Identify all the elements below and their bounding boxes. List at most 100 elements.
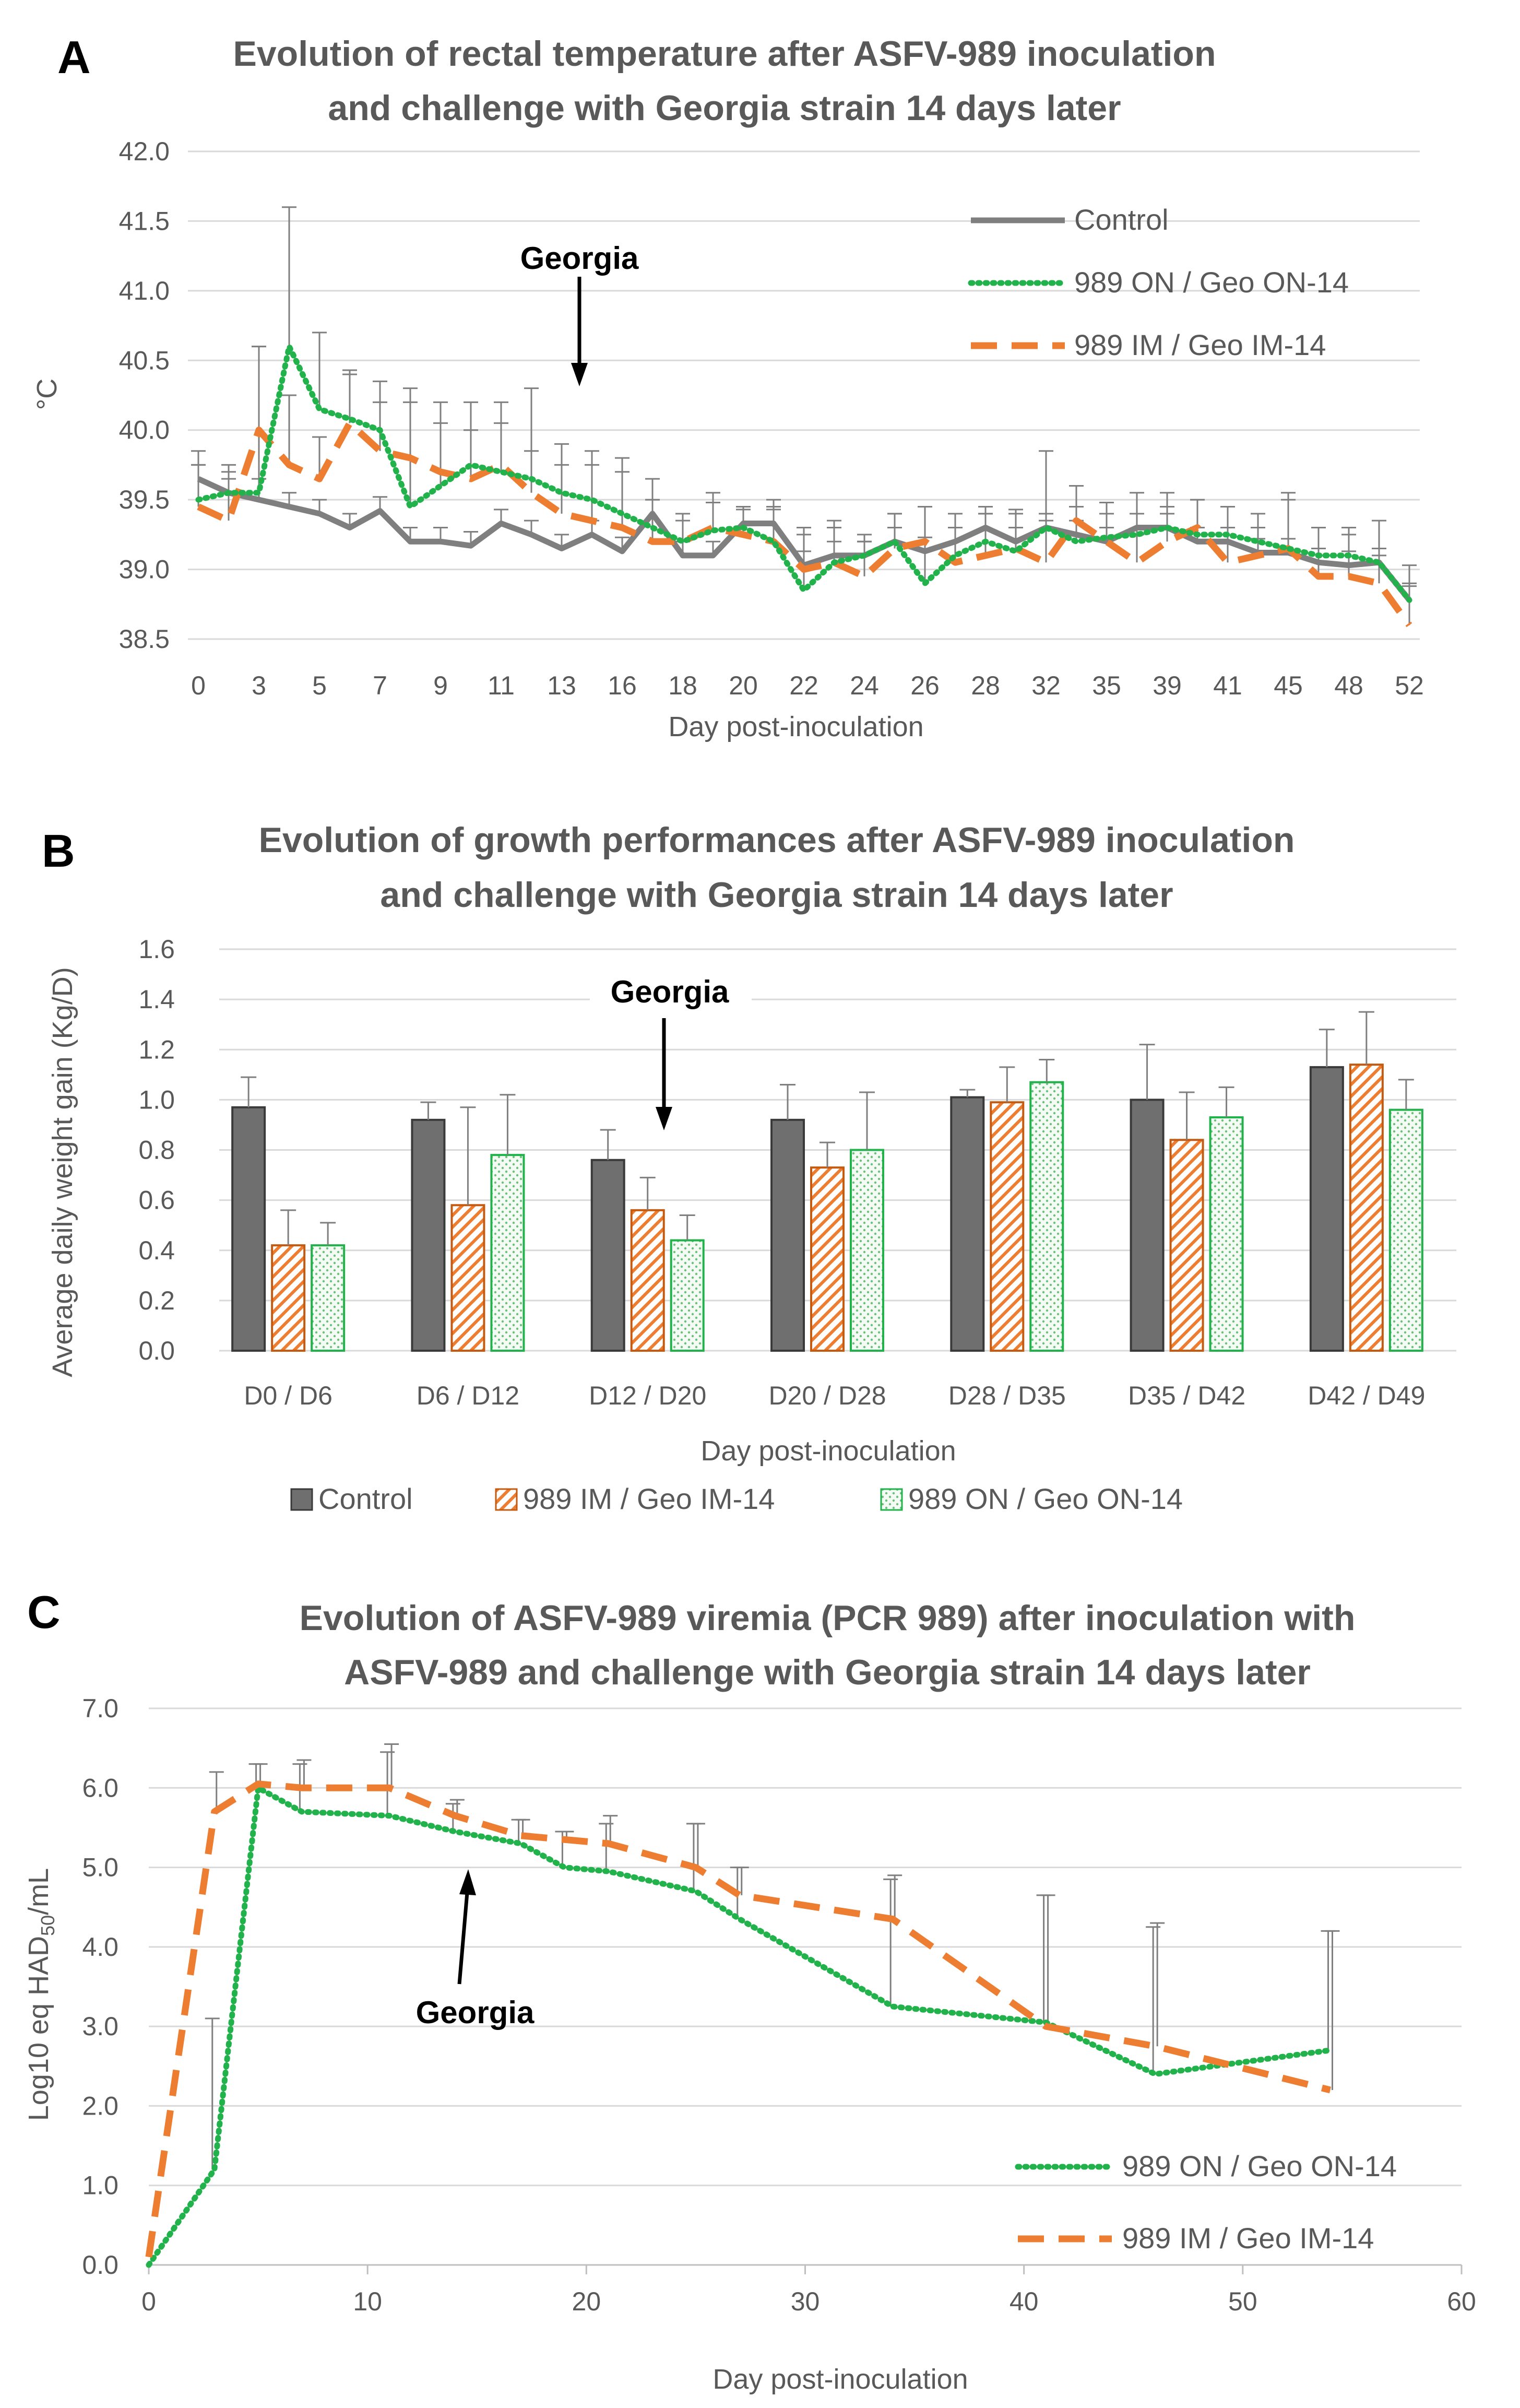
- panel-a-legend: Control 989 ON / Geo ON-14 989 IM / Geo …: [968, 203, 1349, 361]
- panel-b: B Evolution of growth performances after…: [42, 820, 1456, 1515]
- panel-b-x-tick-label: D12 / D20: [589, 1381, 706, 1410]
- panel-a-x-tick-label: 41: [1213, 671, 1242, 700]
- panel-c-title-line2: ASFV-989 and challenge with Georgia stra…: [344, 1652, 1311, 1692]
- panel-b-bar: [770, 1118, 805, 1352]
- panel-b-bar: [1349, 1064, 1384, 1352]
- panel-a-y-tick-label: 42.0: [119, 137, 170, 166]
- panel-a-y-tick-label: 40.5: [119, 346, 170, 375]
- panel-b-y-tick-label: 0.0: [138, 1336, 175, 1365]
- panel-a-y-axis-label: °C: [31, 379, 63, 410]
- panel-b-bars: [231, 1064, 1423, 1352]
- panel-a: A Evolution of rectal temperature after …: [31, 31, 1424, 742]
- panel-b-y-tick-label: 1.0: [138, 1085, 175, 1114]
- panel-b-x-ticks: D0 / D6 D6 / D12 D12 / D20 D20 / D28 D28 / D…: [244, 1381, 1425, 1410]
- panel-a-y-ticks: 42.0 41.5 41.0 40.5 40.0 39.5 39.0 38.5: [119, 137, 170, 654]
- panel-b-y-tick-label: 0.8: [138, 1136, 175, 1165]
- panel-a-y-tick-label: 41.5: [119, 206, 170, 235]
- legend-c-989-on-label: 989 ON / Geo ON-14: [1122, 2150, 1397, 2182]
- panel-c-x-tick-label: 10: [353, 2287, 382, 2316]
- panel-a-x-tick-label: 26: [910, 671, 940, 700]
- panel-a-x-tick-label: 22: [789, 671, 818, 700]
- panel-b-y-tick-label: 0.2: [138, 1286, 175, 1315]
- panel-a-georgia-label: Georgia: [520, 241, 639, 276]
- panel-b-bar: [450, 1204, 485, 1352]
- legend-b-989-im-label: 989 IM / Geo IM-14: [523, 1482, 775, 1515]
- panel-b-x-tick-label: D35 / D42: [1128, 1381, 1245, 1410]
- panel-c-georgia-arrowhead: [459, 1869, 476, 1895]
- panel-c-series-line: [145, 1780, 1332, 2258]
- panel-c-y-tick-label: 5.0: [82, 1853, 118, 1882]
- panel-a-title-line1: Evolution of rectal temperature after AS…: [233, 34, 1216, 74]
- panel-b-georgia-annotation: Georgia: [590, 972, 752, 1130]
- panel-b-x-tick-label: D28 / D35: [948, 1381, 1066, 1410]
- panel-a-georgia-arrowhead: [571, 363, 588, 386]
- panel-a-x-ticks: 0 3 5 7 9 11 13 16 18 20 22 24 26 28 32 35 39 41 45 48 52: [191, 671, 1424, 700]
- legend-b-989-on-label: 989 ON / Geo ON-14: [908, 1482, 1183, 1515]
- panel-a-series-line: [195, 344, 1412, 603]
- panel-c-y-axis-label-main: Log10 eq HAD: [23, 1936, 54, 2121]
- panel-c-georgia-label: Georgia: [416, 1995, 535, 2030]
- panel-b-bar: [1309, 1066, 1344, 1352]
- legend-989-im-label: 989 IM / Geo IM-14: [1074, 328, 1326, 361]
- panel-b-y-tick-label: 1.6: [138, 935, 175, 964]
- legend-control-label: Control: [1074, 203, 1169, 236]
- panel-a-x-tick-label: 0: [191, 671, 206, 700]
- panel-b-x-tick-label: D6 / D12: [417, 1381, 519, 1410]
- legend-b-control-label: Control: [318, 1482, 413, 1515]
- panel-b-bar: [630, 1209, 665, 1352]
- panel-a-x-tick-label: 48: [1334, 671, 1363, 700]
- panel-a-y-tick-label: 41.0: [119, 276, 170, 305]
- panel-a-x-tick-label: 9: [433, 671, 448, 700]
- panel-c-x-tick-label: 0: [141, 2287, 156, 2316]
- legend-b-control-swatch: [290, 1488, 313, 1511]
- panel-b-y-tick-label: 0.6: [138, 1186, 175, 1215]
- panel-c-y-tick-label: 1.0: [82, 2171, 118, 2200]
- panel-a-label: A: [57, 31, 91, 83]
- panel-b-bar: [271, 1244, 306, 1352]
- panel-a-y-tick-label: 40.0: [119, 416, 170, 445]
- panel-b-title-line2: and challenge with Georgia strain 14 day…: [380, 875, 1173, 915]
- panel-c-y-tick-label: 3.0: [82, 2012, 118, 2041]
- panel-a-x-tick-label: 16: [608, 671, 637, 700]
- panel-b-bar: [1209, 1116, 1244, 1352]
- panel-b-bar: [850, 1149, 884, 1352]
- panel-b-bar: [1388, 1108, 1423, 1352]
- panel-a-series-line: [197, 419, 1412, 628]
- panel-a-y-tick-label: 38.5: [119, 624, 170, 654]
- panel-a-gridlines: [188, 150, 1420, 640]
- panel-a-y-tick-label: 39.5: [119, 485, 170, 514]
- panel-a-x-tick-label: 5: [312, 671, 327, 700]
- panel-b-x-tick-label: D20 / D28: [768, 1381, 886, 1410]
- panel-a-x-tick-label: 45: [1274, 671, 1303, 700]
- panel-c-x-axis-label: Day post-inoculation: [712, 2364, 968, 2395]
- panel-a-x-tick-label: 52: [1395, 671, 1424, 700]
- panel-c-y-tick-label: 0.0: [82, 2250, 118, 2280]
- panel-c-x-tick-label: 20: [572, 2287, 601, 2316]
- panel-b-y-tick-label: 0.4: [138, 1236, 175, 1265]
- panel-b-georgia-label: Georgia: [611, 974, 729, 1009]
- panel-b-x-axis-label: Day post-inoculation: [700, 1435, 956, 1467]
- panel-a-x-tick-label: 13: [547, 671, 576, 700]
- panel-a-x-tick-label: 3: [252, 671, 266, 700]
- panel-b-bar: [1029, 1081, 1064, 1352]
- panel-b-y-axis-label: Average daily weight gain (Kg/D): [47, 967, 78, 1377]
- panel-c-georgia-annotation: Georgia: [381, 1869, 616, 2030]
- panel-b-bar: [670, 1239, 705, 1352]
- panel-c-y-axis-label: Log10 eq HAD50/mL: [23, 1868, 58, 2121]
- panel-a-x-tick-label: 20: [729, 671, 758, 700]
- panel-c-label: C: [27, 1586, 61, 1638]
- panel-b-bar: [411, 1118, 446, 1352]
- panel-c-y-tick-label: 6.0: [82, 1773, 118, 1802]
- panel-b-bar: [231, 1106, 266, 1352]
- panel-a-georgia-annotation: Georgia: [504, 238, 660, 386]
- panel-c-georgia-arrow: [457, 1892, 469, 1985]
- panel-b-bar: [1130, 1099, 1165, 1352]
- legend-c-989-im-label: 989 IM / Geo IM-14: [1122, 2222, 1374, 2254]
- panel-c-x-tick-label: 50: [1228, 2287, 1257, 2316]
- panel-a-x-tick-label: 24: [850, 671, 879, 700]
- panel-b-y-tick-label: 1.4: [138, 985, 175, 1014]
- panel-b-error-bars: [241, 1011, 1414, 1246]
- panel-c-x-tick-label: 30: [791, 2287, 820, 2316]
- panel-b-legend: Control 989 IM / Geo IM-14 989 ON / Geo …: [290, 1482, 1183, 1515]
